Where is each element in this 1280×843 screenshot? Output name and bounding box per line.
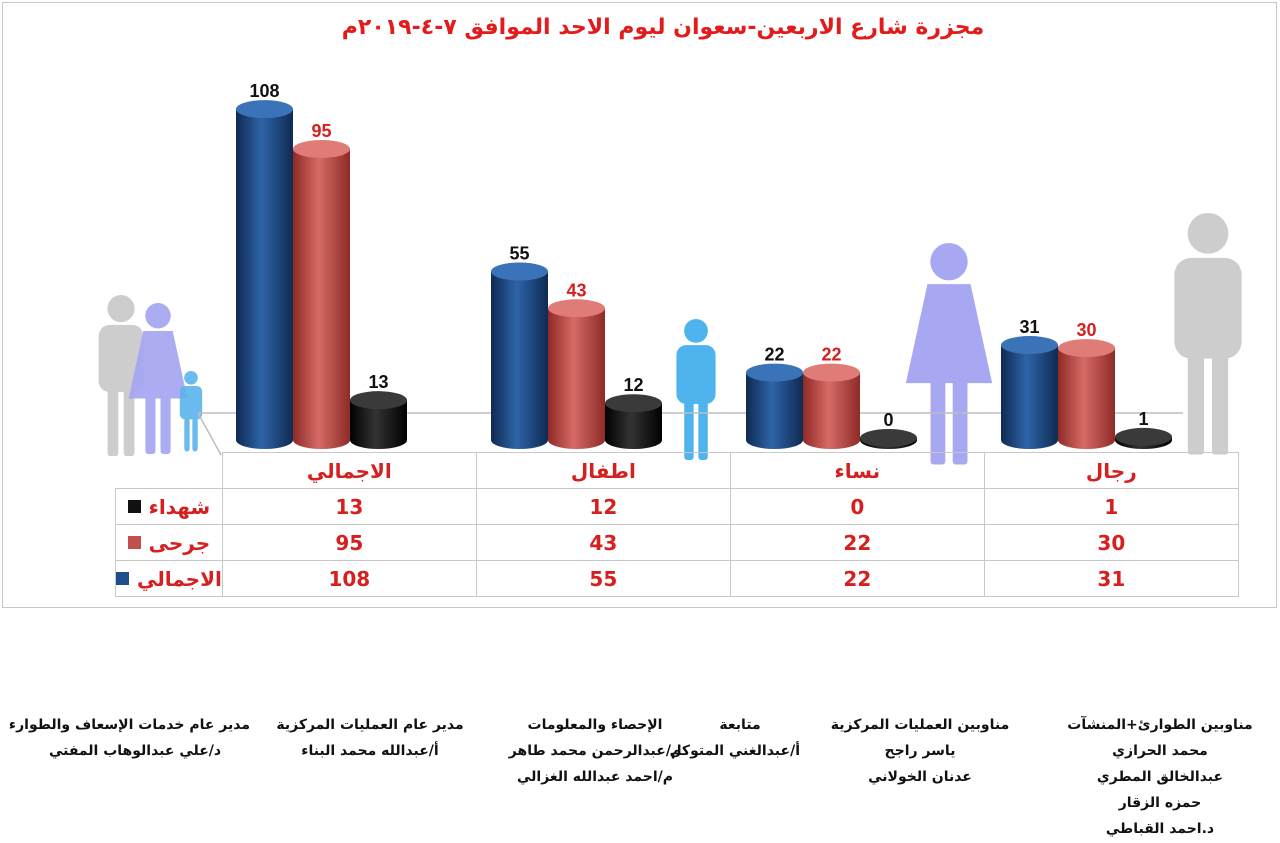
row-label-cell: جرحى <box>115 524 223 561</box>
footer-line: د.احمد القباطي <box>1105 821 1215 837</box>
table-cell: 55 <box>475 560 731 597</box>
table-header-cell: نساء <box>729 452 985 489</box>
bar <box>293 139 350 450</box>
table-header-row: الاجمالي اطفال نساء رجال <box>115 452 1239 489</box>
footer-line: ياسر راجح <box>884 743 956 759</box>
footer-signature-block: الإحصاء والمعلومات م/عبدالرحمن محمد طاهر… <box>505 712 685 790</box>
footer-line: عدنان الخولاني <box>868 769 972 785</box>
footer-line: د/علي عبدالوهاب المفتي <box>48 743 222 759</box>
footer-line: أ/عبدالغني المتوكل <box>669 743 800 759</box>
table-cell: 43 <box>475 524 731 561</box>
table-cell: 12 <box>475 488 731 525</box>
row-label: جرحى <box>148 530 211 555</box>
person-icon <box>179 371 203 452</box>
table-cell: 30 <box>983 524 1239 561</box>
bar <box>746 363 803 449</box>
table-cell: 108 <box>221 560 477 597</box>
bar-value-label: 55 <box>509 244 529 264</box>
row-label-cell: الاجمالي <box>115 560 223 597</box>
bar-value-label: 95 <box>311 121 331 141</box>
bar <box>1115 427 1172 449</box>
data-table: الاجمالي اطفال نساء رجال شهداء 13 12 0 1… <box>115 452 1239 597</box>
bar-value-label: 30 <box>1076 320 1096 340</box>
table-cell: 31 <box>983 560 1239 597</box>
bar-value-label: 108 <box>249 81 279 101</box>
footer-line: محمد الحرازي <box>1112 743 1208 759</box>
bar-value-label: 43 <box>566 280 586 300</box>
table-cell: 95 <box>221 524 477 561</box>
person-icon <box>676 319 716 460</box>
bar-value-label: 0 <box>883 410 893 430</box>
bar <box>1001 336 1058 449</box>
table-header-cell: رجال <box>983 452 1239 489</box>
chart-title: مجزرة شارع الاربعين-سعوان ليوم الاحد الم… <box>341 15 985 40</box>
chart-canvas: 108 95 13 55 43 12 22 22 0 31 30 1 <box>98 81 1242 465</box>
footer-signature-block: مدير عام خدمات الإسعاف والطوارء د/علي عب… <box>8 712 250 764</box>
bar-value-label: 22 <box>821 345 841 365</box>
footer-line: م/احمد عبدالله الغزالي <box>517 769 673 785</box>
table-header-cell: اطفال <box>475 452 731 489</box>
footer-line: مدير عام العمليات المركزية <box>276 717 464 733</box>
bar-value-label: 22 <box>764 345 784 365</box>
bar-value-label: 12 <box>623 375 643 395</box>
footer-line: حمزه الزقار <box>1118 795 1202 811</box>
table-cell: 13 <box>221 488 477 525</box>
row-label-cell: شهداء <box>115 488 223 525</box>
row-label: شهداء <box>148 494 211 519</box>
footer-line: مدير عام خدمات الإسعاف والطوارء <box>8 717 250 733</box>
footer-line: أ/عبدالله محمد البناء <box>301 743 439 759</box>
footer-signature-block: مدير عام العمليات المركزية أ/عبدالله محم… <box>270 712 470 764</box>
bar <box>491 262 548 449</box>
table-row: جرحى 95 43 22 30 <box>115 524 1239 561</box>
row-label: الاجمالي <box>137 566 222 591</box>
bar <box>1058 339 1115 449</box>
bars-group <box>236 100 1172 450</box>
bar-labels-group: 108 95 13 55 43 12 22 22 0 31 30 1 <box>249 81 1148 430</box>
bar <box>605 394 662 449</box>
footer-line: متابعة <box>719 717 761 733</box>
legend-key <box>116 572 129 585</box>
footer-signature-block: مناوبين الطوارئ+المنشآت محمد الحرازي عبد… <box>1060 712 1260 842</box>
people-silhouettes <box>98 213 1242 465</box>
person-icon <box>1174 213 1242 455</box>
table-cell: 22 <box>729 560 985 597</box>
bar-value-label: 13 <box>368 372 388 392</box>
footer-line: عبدالخالق المطري <box>1096 769 1224 785</box>
person-icon <box>98 295 144 457</box>
footer-line: مناوبين العمليات المركزية <box>830 717 1010 733</box>
table-corner <box>115 452 223 489</box>
bar <box>548 299 605 449</box>
bar-value-label: 1 <box>1138 409 1148 429</box>
bar <box>803 363 860 449</box>
bar <box>236 100 293 450</box>
footer-line: مناوبين الطوارئ+المنشآت <box>1067 717 1253 733</box>
table-cell: 0 <box>729 488 985 525</box>
legend-key <box>127 536 141 549</box>
footer-line: م/عبدالرحمن محمد طاهر <box>508 743 682 759</box>
bar-value-label: 31 <box>1019 317 1039 337</box>
legend-key <box>127 500 141 513</box>
table-row: شهداء 13 12 0 1 <box>115 488 1239 525</box>
table-cell: 22 <box>729 524 985 561</box>
table-header-cell: الاجمالي <box>221 452 477 489</box>
table-cell: 1 <box>983 488 1239 525</box>
table-row: الاجمالي 108 55 22 31 <box>115 560 1239 597</box>
footer-signature-block: مناوبين العمليات المركزية ياسر راجح عدنا… <box>830 712 1010 790</box>
woman-icon <box>905 243 993 465</box>
bar <box>350 391 407 449</box>
footer-signature-block: متابعة أ/عبدالغني المتوكل <box>669 712 800 764</box>
woman-icon <box>128 303 188 455</box>
footer-line: الإحصاء والمعلومات <box>527 717 663 733</box>
bar <box>860 429 917 449</box>
